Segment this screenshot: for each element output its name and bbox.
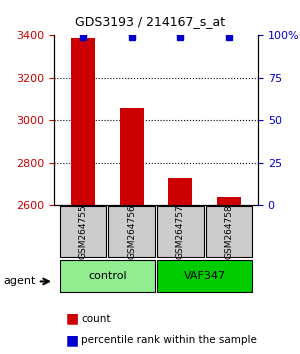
Text: control: control bbox=[88, 271, 127, 281]
Text: GSM264755: GSM264755 bbox=[79, 205, 88, 259]
FancyBboxPatch shape bbox=[60, 260, 155, 292]
Bar bbox=[168, 178, 192, 205]
Text: GDS3193 / 214167_s_at: GDS3193 / 214167_s_at bbox=[75, 15, 225, 28]
Bar bbox=[120, 108, 144, 205]
Text: ■: ■ bbox=[66, 333, 79, 347]
Text: GSM264756: GSM264756 bbox=[127, 205, 136, 259]
Text: percentile rank within the sample: percentile rank within the sample bbox=[81, 335, 257, 345]
Text: agent: agent bbox=[3, 276, 35, 286]
Text: ■: ■ bbox=[66, 312, 79, 326]
Text: count: count bbox=[81, 314, 110, 324]
FancyBboxPatch shape bbox=[157, 206, 204, 257]
Bar bbox=[217, 197, 241, 205]
Text: GSM264757: GSM264757 bbox=[176, 205, 185, 259]
Text: VAF347: VAF347 bbox=[184, 271, 226, 281]
FancyBboxPatch shape bbox=[157, 260, 252, 292]
FancyBboxPatch shape bbox=[206, 206, 252, 257]
FancyBboxPatch shape bbox=[108, 206, 155, 257]
Text: GSM264758: GSM264758 bbox=[224, 205, 233, 259]
Bar bbox=[71, 38, 95, 205]
FancyBboxPatch shape bbox=[60, 206, 106, 257]
